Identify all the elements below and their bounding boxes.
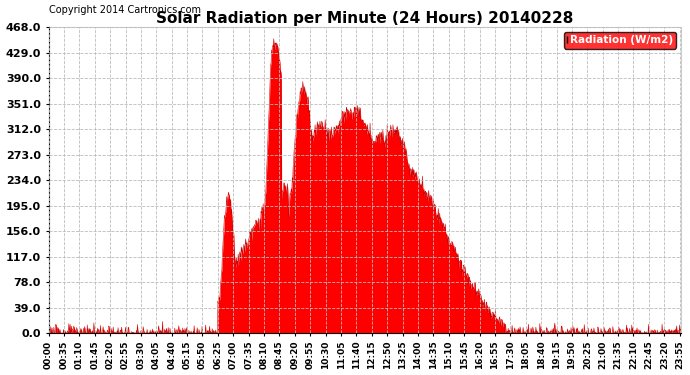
Legend: Radiation (W/m2): Radiation (W/m2) [564, 32, 676, 49]
Text: Copyright 2014 Cartronics.com: Copyright 2014 Cartronics.com [48, 5, 201, 15]
Title: Solar Radiation per Minute (24 Hours) 20140228: Solar Radiation per Minute (24 Hours) 20… [157, 11, 573, 26]
